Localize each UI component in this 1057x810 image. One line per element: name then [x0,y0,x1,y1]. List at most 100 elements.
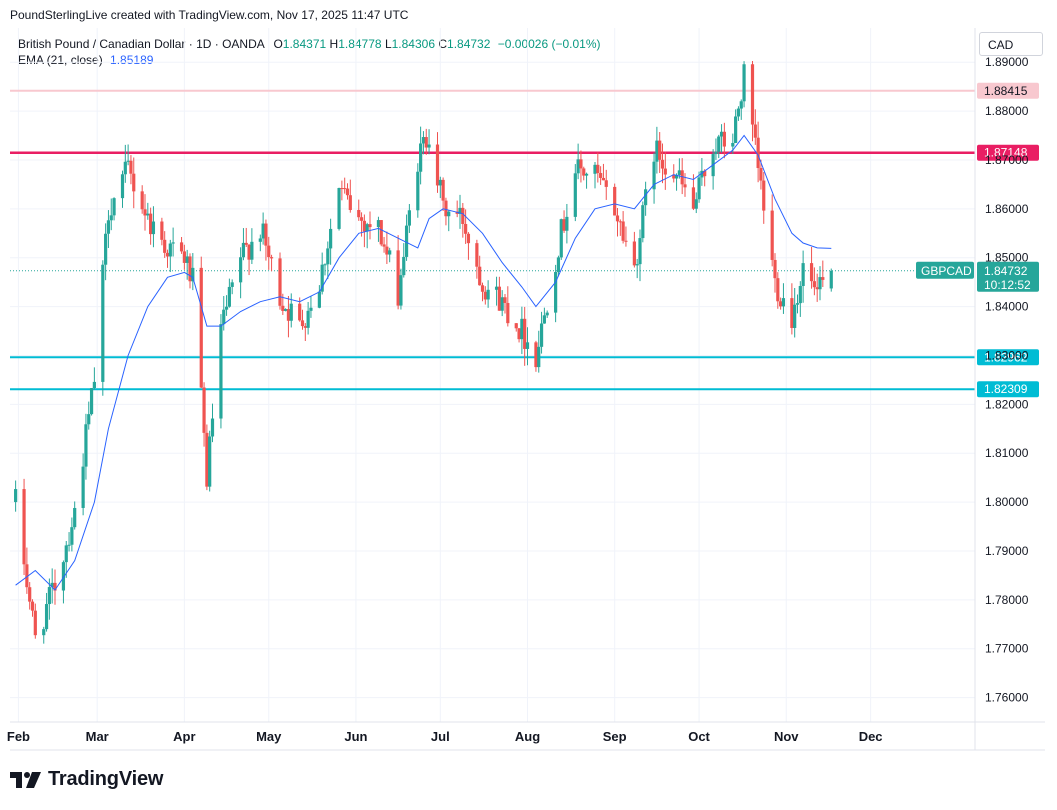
candle-body [781,298,786,307]
candle-body [773,259,777,279]
candle-body [621,221,625,241]
candle-body [109,215,113,221]
resistance-upper-price-label: 1.88415 [984,84,1028,98]
candle-body [539,323,544,347]
candle-body [795,303,800,305]
candle-body [407,210,411,226]
candle-body [573,173,577,217]
candle-body [348,195,352,210]
candle-body [525,342,530,349]
candle-body [179,242,184,252]
candle-body [438,179,442,186]
currency-button[interactable]: CAD [979,32,1043,56]
candle-body [222,309,226,325]
candle-body [464,223,468,234]
candle-body [269,257,274,259]
candle-body [821,277,825,280]
candle-body [376,220,381,228]
candle-body [444,200,448,217]
candle-body [815,287,819,290]
candle-body [33,610,37,636]
candle-body [61,562,66,591]
y-tick-label: 1.86000 [985,202,1029,216]
candle-body [22,489,26,565]
candle-body [523,318,527,349]
y-tick-label: 1.84000 [985,300,1029,314]
candle-body [638,238,642,265]
candle-body [753,124,757,138]
candle-body [70,527,74,545]
ema-label[interactable]: EMA (21, close) [18,53,103,67]
candle-body [503,297,507,303]
candle-body [47,587,51,605]
candle-body [618,221,622,223]
candle-body [171,242,175,244]
candle-body [264,223,268,246]
candle-body [750,64,755,125]
candle-body [239,257,243,283]
ema-polyline [15,134,832,591]
y-tick-label: 1.78000 [985,593,1029,607]
candle-body [739,101,743,109]
candle-body [736,108,741,117]
candle-body [812,281,816,288]
candle-body [188,256,192,282]
candle-body [545,312,549,316]
candle-body [382,244,386,247]
candle-body [601,177,606,181]
candle-body [219,324,223,419]
candle-body [247,244,251,260]
candle-body [126,160,130,162]
candle-body [534,342,538,368]
candle-body [579,159,583,169]
symbol-title[interactable]: British Pound / Canadian Dollar · 1D · O… [18,37,265,51]
last-price-tag [977,261,1039,292]
candle-body [770,210,774,260]
candle-body [227,286,231,307]
candle-body [106,220,111,234]
high-value: 1.84778 [338,37,382,51]
candle-body [584,173,589,176]
candle-body [615,215,620,222]
candle-body [776,278,780,302]
candle-body [613,186,617,216]
support-upper-price-tag [977,349,1039,366]
candle-body [151,221,156,235]
candle-body [396,250,400,306]
candle-body [284,309,288,311]
candle-body [801,263,805,286]
candle-body [191,267,195,282]
x-tick-label: Mar [86,729,109,744]
candle-body [582,168,586,176]
candle-body [779,301,783,307]
candle-body [683,184,687,188]
close-label: C [438,37,448,51]
candle-body [717,136,721,152]
candle-body [182,251,186,263]
candle-body [731,142,735,147]
tradingview-logo-icon [10,771,41,788]
tradingview-logo: TradingView [10,768,163,791]
candle-body [168,243,172,257]
candle-body [323,264,327,266]
candle-body [441,179,445,201]
candle-body [604,180,608,187]
candle-body [379,220,383,245]
candle-body [160,221,164,240]
support-lower-price-tag [977,381,1039,398]
candle-body [793,304,797,328]
candle-body [680,170,684,185]
candle-body [53,582,57,591]
close-value: 1.84732 [447,37,491,51]
price-chart[interactable]: 1.88415 1.87148 1.82962 1.82309 GBPCAD 1.8473… [0,0,1057,760]
symbol-tag [916,261,974,279]
open-label: O [273,37,283,51]
symbol-tag-label: GBPCAD [921,264,972,278]
candle-body [185,256,189,263]
candle-body [562,219,566,231]
high-label: H [329,37,339,51]
candle-body [146,213,150,216]
candle-body [419,143,423,172]
x-tick-label: Apr [173,729,195,744]
low-label: L [384,37,392,51]
